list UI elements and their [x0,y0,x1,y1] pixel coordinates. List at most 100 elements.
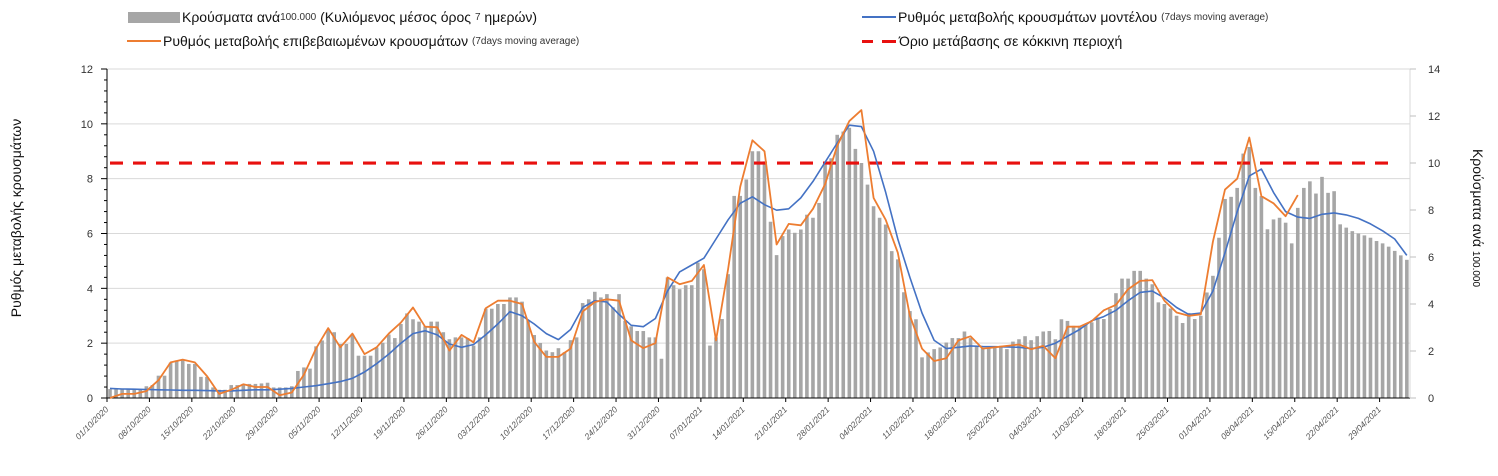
x-tick-label: 08/10/2020 [116,404,153,441]
bar [320,340,324,398]
bar [374,347,379,398]
bar [1265,229,1270,398]
bar [1199,315,1203,398]
x-tick-label: 14/01/2021 [710,404,747,441]
bar [435,321,440,398]
bar [611,307,615,398]
x-tick-label: 26/11/2020 [412,404,450,442]
bar [277,387,282,398]
bar [1253,187,1258,398]
bar [1205,292,1209,398]
bar [271,387,276,398]
bar [683,285,688,398]
bar [665,277,670,398]
bar [817,202,821,398]
legend-orange: Ρυθμός μεταβολής επιβεβαιωμένων κρουσμάτ… [127,33,579,49]
bar [580,303,585,398]
bar [193,363,197,398]
bar [883,224,888,398]
bar [932,349,936,398]
bar [108,389,112,398]
bar [362,355,367,398]
bar [671,285,676,398]
y-tick-label-left: 8 [87,174,93,186]
bar [1083,324,1088,398]
y-tick-label-right: 14 [1428,64,1440,76]
bar [1356,233,1361,398]
bar [1053,339,1058,398]
bar [744,179,749,398]
bar [1047,331,1052,398]
bar [859,163,864,398]
legend-bar-swatch [128,11,180,23]
bar [199,376,203,398]
bar [696,262,700,398]
x-tick-label: 01/10/2020 [73,404,110,441]
bar [714,337,718,398]
bar [423,326,427,398]
bar [411,319,415,398]
x-tick-label: 25/03/2021 [1133,404,1171,442]
bar [968,338,973,398]
bar [811,217,815,398]
model-rate-line [109,124,1408,392]
legend-orange-swatch [127,40,161,42]
bar [489,308,494,398]
bar [441,332,446,398]
bar [1380,243,1385,398]
bar [1150,284,1155,398]
bar [144,386,149,398]
bar [514,297,518,398]
bar [1023,336,1027,398]
bar [574,337,579,398]
bar [1235,187,1239,398]
bar [1035,336,1039,398]
x-tick-label: 17/12/2020 [540,404,577,441]
x-tick-label: 18/03/2021 [1091,404,1128,441]
bar [865,184,870,398]
x-tick-label: 03/12/2020 [455,404,492,441]
x-tick-label: 04/02/2021 [837,404,874,441]
x-tick-label: 12/11/2020 [328,404,365,441]
bar [544,350,549,398]
bar [1071,325,1076,398]
bar [253,383,258,398]
bar [338,343,343,398]
legend-bars: Κρούσματα ανά 100.000 (Κυλιόμενος μέσος … [128,9,537,25]
bar [526,320,530,398]
x-tick-label: 15/04/2021 [1261,404,1298,441]
bar [920,357,924,398]
y-tick-label-left: 10 [81,119,93,131]
bar [853,148,858,398]
legend-bars-text-c: (Κυλιόμενος μέσος όρος [316,9,475,25]
bar [1144,278,1149,398]
bar [344,343,349,398]
bar [1095,317,1100,398]
bar [520,301,524,398]
bar [302,367,306,398]
bar [1168,308,1173,398]
bar [677,289,682,398]
legend-bars-text-a: Κρούσματα ανά [182,9,281,25]
bar [1174,315,1179,398]
legend-bars-text-d: 7 [474,11,481,23]
bar [962,331,967,398]
bar [211,387,215,398]
bar [1138,270,1142,398]
bar [1362,235,1367,398]
bar [1065,320,1070,398]
bar [550,352,555,398]
bar [386,334,391,398]
bar [465,338,470,398]
legend-blue: Ρυθμός μεταβολής κρουσμάτων μοντέλου (7d… [862,9,1268,25]
x-tick-label: 11/03/2021 [1049,404,1086,441]
bar [635,331,640,398]
bar [356,355,361,398]
bar [1192,319,1197,398]
bar [617,294,621,398]
x-tick-label: 05/11/2020 [286,404,323,441]
bar [974,345,979,398]
bar [1041,331,1046,398]
bar [1120,278,1124,398]
bar [1368,237,1373,398]
